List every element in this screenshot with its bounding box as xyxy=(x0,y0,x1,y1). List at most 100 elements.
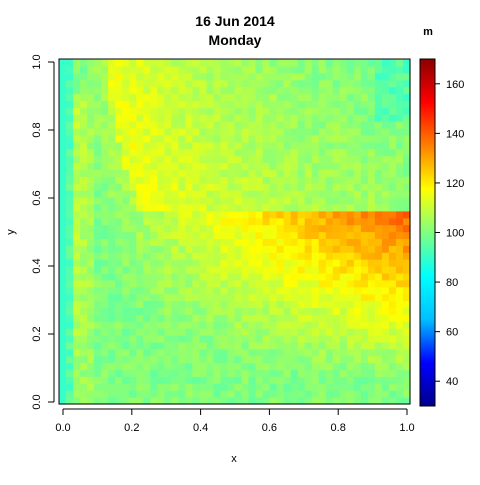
heatmap-cell xyxy=(220,328,229,336)
heatmap-cell xyxy=(269,148,278,157)
heatmap-cell xyxy=(381,107,390,115)
heatmap-cell xyxy=(122,376,130,384)
heatmap-cell xyxy=(227,121,236,129)
heatmap-cell xyxy=(136,114,144,122)
heatmap-cell xyxy=(157,134,165,143)
heatmap-cell xyxy=(325,93,334,101)
heatmap-cell xyxy=(157,252,165,260)
heatmap-cell xyxy=(101,231,109,239)
heatmap-cell xyxy=(297,107,306,115)
heatmap-cell xyxy=(311,328,320,336)
heatmap-cell xyxy=(318,369,327,377)
heatmap-cell xyxy=(227,107,236,115)
heatmap-cell xyxy=(87,362,95,371)
heatmap-cell xyxy=(80,362,88,371)
heatmap-cell xyxy=(213,217,222,226)
heatmap-cell xyxy=(304,79,313,88)
heatmap-cell xyxy=(115,321,123,329)
heatmap-cell xyxy=(213,79,222,88)
heatmap-cell xyxy=(122,383,130,391)
heatmap-cell xyxy=(304,231,313,239)
heatmap-cell xyxy=(318,65,327,74)
heatmap-cell xyxy=(241,279,250,288)
heatmap-cell xyxy=(59,65,67,74)
heatmap-cell xyxy=(388,203,397,212)
heatmap-cell xyxy=(220,93,229,101)
heatmap-cell xyxy=(185,210,193,219)
heatmap-cell xyxy=(381,286,390,295)
heatmap-cell xyxy=(262,252,271,260)
heatmap-cell xyxy=(73,390,81,398)
heatmap-cell xyxy=(241,59,250,67)
heatmap-cell xyxy=(395,59,404,67)
heatmap-cell xyxy=(332,293,341,302)
heatmap-cell xyxy=(87,148,95,157)
heatmap-cell xyxy=(206,328,215,336)
heatmap-cell xyxy=(276,107,285,115)
heatmap-cell xyxy=(269,279,278,288)
heatmap-cell xyxy=(66,203,74,212)
heatmap-cell xyxy=(73,259,81,267)
heatmap-cell xyxy=(395,93,404,101)
heatmap-cell xyxy=(185,355,193,364)
heatmap-cell xyxy=(346,59,355,67)
heatmap-cell xyxy=(374,134,383,143)
heatmap-cell xyxy=(325,148,334,157)
heatmap-cell xyxy=(164,72,172,81)
heatmap-cell xyxy=(178,293,186,302)
heatmap-cell xyxy=(332,224,341,233)
heatmap-cell xyxy=(206,190,215,198)
heatmap-cell xyxy=(297,355,306,364)
heatmap-cell xyxy=(94,245,102,253)
heatmap-cell xyxy=(367,100,376,108)
heatmap-cell xyxy=(213,121,222,129)
heatmap-cell xyxy=(241,210,250,219)
heatmap-cell xyxy=(227,169,236,177)
heatmap-cell xyxy=(122,114,130,122)
heatmap-cell xyxy=(157,355,165,364)
heatmap-cell xyxy=(402,79,411,88)
heatmap-cell xyxy=(122,134,130,143)
heatmap-cell xyxy=(248,141,257,150)
heatmap-cell xyxy=(143,341,151,350)
heatmap-cell xyxy=(122,100,130,108)
heatmap-cell xyxy=(94,348,102,357)
heatmap-cell xyxy=(115,190,123,198)
heatmap-cell xyxy=(101,93,109,101)
heatmap-cell xyxy=(129,72,137,81)
heatmap-cell xyxy=(227,272,236,281)
heatmap-cell xyxy=(339,397,348,405)
heatmap-cell xyxy=(304,176,313,184)
heatmap-cell xyxy=(178,203,186,212)
heatmap-cell xyxy=(318,376,327,384)
heatmap-cell xyxy=(360,376,369,384)
heatmap-cell xyxy=(178,155,186,164)
heatmap-cell xyxy=(164,307,172,315)
heatmap-cell xyxy=(129,176,137,184)
heatmap-cell xyxy=(185,341,193,350)
heatmap-cell xyxy=(367,355,376,364)
heatmap-cell xyxy=(129,383,137,391)
heatmap-cell xyxy=(66,93,74,101)
heatmap-cell xyxy=(360,100,369,108)
heatmap-cell xyxy=(346,286,355,295)
heatmap-cell xyxy=(395,224,404,233)
heatmap-cell xyxy=(269,162,278,170)
heatmap-cell xyxy=(66,197,74,205)
heatmap-cell xyxy=(276,217,285,226)
heatmap-cell xyxy=(220,107,229,115)
heatmap-cell xyxy=(381,272,390,281)
heatmap-cell xyxy=(290,245,299,253)
heatmap-cell xyxy=(297,341,306,350)
heatmap-cell xyxy=(136,245,144,253)
heatmap-cell xyxy=(269,376,278,384)
heatmap-cell xyxy=(346,369,355,377)
heatmap-cell xyxy=(157,155,165,164)
heatmap-cell xyxy=(269,321,278,329)
heatmap-cell xyxy=(367,376,376,384)
heatmap-cell xyxy=(346,162,355,170)
heatmap-cell xyxy=(227,197,236,205)
heatmap-cell xyxy=(178,348,186,357)
heatmap-cell xyxy=(311,286,320,295)
heatmap-cell xyxy=(122,362,130,371)
